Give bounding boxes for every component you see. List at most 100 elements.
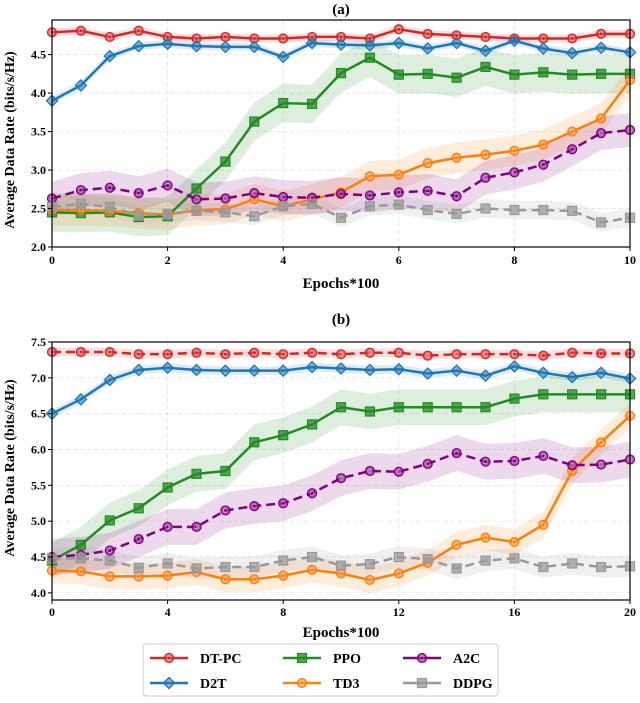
data-point-inner: [78, 28, 84, 34]
data-point: [421, 367, 435, 380]
data-point-inner: [165, 183, 170, 188]
data-point-inner: [540, 162, 546, 167]
data-point: [393, 69, 404, 80]
data-point: [162, 558, 173, 569]
data-point: [450, 36, 464, 50]
data-point-inner: [367, 193, 373, 198]
chart-panel-a: (a) Epochs*100 Average Data Rate (bits/s…: [3, 2, 637, 292]
series-line: [52, 555, 631, 570]
data-point: [480, 31, 491, 43]
data-point: [538, 450, 549, 462]
data-point-inner: [540, 142, 546, 147]
data-point-inner: [251, 503, 257, 509]
x-tick-label: 6: [396, 253, 402, 267]
data-point: [364, 406, 375, 417]
data-point: [161, 361, 175, 375]
data-point-inner: [425, 461, 431, 467]
data-point-inner: [569, 129, 575, 134]
x-axis-label: Epochs*100: [303, 625, 380, 641]
data-point-inner: [540, 353, 546, 358]
legend-entry-ppo: PPO: [283, 652, 361, 667]
data-point: [595, 217, 607, 228]
data-point: [278, 349, 289, 360]
data-point: [480, 349, 491, 360]
data-point: [220, 505, 231, 516]
data-point: [479, 44, 492, 58]
data-point: [509, 393, 520, 404]
data-point-inner: [251, 36, 257, 41]
data-point: [595, 389, 607, 400]
data-point-inner: [540, 522, 546, 528]
data-point-inner: [223, 34, 228, 40]
data-point-inner: [454, 155, 459, 161]
data-point: [364, 52, 375, 63]
data-point: [335, 560, 347, 571]
data-point: [480, 532, 491, 543]
data-point: [594, 41, 608, 55]
data-point-inner: [483, 175, 488, 181]
data-point: [393, 187, 404, 198]
y-tick-label: 2.0: [31, 240, 46, 254]
y-tick-label: 5.5: [31, 478, 46, 492]
data-point: [595, 437, 607, 448]
data-point: [480, 203, 491, 214]
legend-label: PPO: [333, 652, 361, 667]
data-point: [594, 366, 608, 380]
data-point: [307, 347, 318, 358]
data-point: [103, 373, 117, 387]
data-point-inner: [454, 351, 459, 357]
data-point-inner: [136, 536, 142, 542]
data-point: [536, 366, 550, 380]
y-axis-label: Average Data Rate (bits/s/Hz): [3, 51, 18, 229]
data-point-inner: [483, 152, 488, 157]
data-point-inner: [338, 351, 344, 357]
data-point: [595, 561, 607, 573]
x-tick-label: 2: [165, 253, 171, 267]
data-point: [480, 555, 491, 566]
data-point-inner: [309, 567, 315, 573]
x-tick-label: 0: [49, 253, 55, 267]
data-point-inner: [598, 31, 604, 37]
y-tick-label: 7.0: [31, 371, 46, 385]
data-point: [335, 67, 347, 79]
x-tick-label: 10: [624, 253, 636, 267]
data-point: [393, 568, 404, 579]
data-point-inner: [512, 539, 517, 545]
data-point: [307, 564, 318, 576]
x-tick-label: 8: [511, 253, 517, 267]
data-point-inner: [425, 188, 431, 194]
y-tick-label: 4.5: [31, 550, 46, 564]
data-point: [363, 363, 377, 377]
data-point-inner: [223, 351, 228, 357]
data-point-inner: [396, 172, 402, 177]
data-point-inner: [338, 191, 344, 197]
data-point: [132, 363, 146, 377]
data-point: [278, 191, 289, 203]
data-point: [249, 211, 260, 222]
data-point: [162, 570, 173, 581]
data-point: [220, 207, 231, 218]
x-tick-label: 12: [393, 605, 405, 619]
data-point: [364, 559, 375, 570]
data-point: [392, 362, 406, 376]
data-point-inner: [569, 462, 575, 468]
data-point: [507, 34, 521, 48]
legend-entry-td3: TD3: [283, 677, 359, 692]
data-point: [480, 402, 491, 413]
data-point: [305, 360, 319, 374]
data-point-inner: [483, 459, 488, 465]
legend-marker: [416, 677, 428, 689]
data-point: [509, 204, 520, 216]
data-point: [334, 362, 348, 375]
data-point: [364, 465, 375, 477]
data-point: [595, 348, 607, 359]
legend-label: A2C: [453, 652, 480, 667]
data-point: [278, 430, 289, 441]
data-point: [249, 561, 260, 573]
y-tick-label: 3.0: [31, 163, 46, 177]
data-point-inner: [280, 573, 286, 578]
data-point: [162, 521, 173, 533]
data-point: [538, 519, 549, 530]
data-point: [567, 389, 578, 400]
data-point-inner: [425, 31, 431, 37]
